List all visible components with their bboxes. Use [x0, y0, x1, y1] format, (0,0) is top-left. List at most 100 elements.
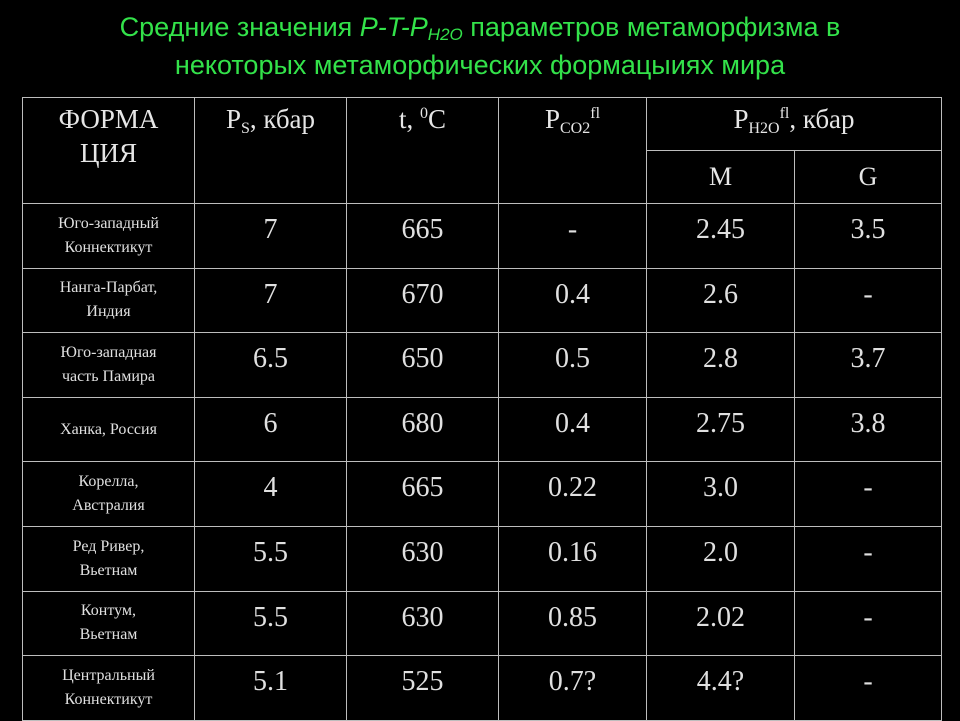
cell-ps: 7 — [194, 203, 347, 269]
cell-m: 3.0 — [646, 461, 795, 527]
cell-t: 665 — [346, 461, 499, 527]
formation-name: Юго-западная часть Памира — [22, 332, 195, 398]
header-formation: ФОРМА ЦИЯ — [22, 97, 195, 204]
cell-g: 3.5 — [794, 203, 942, 269]
cell-pco2: 0.5 — [498, 332, 647, 398]
formation-name-line: Контум, — [80, 602, 137, 620]
title-ptp: P-T-PH2O — [359, 12, 463, 44]
header-formation-line2: ЦИЯ — [79, 138, 137, 168]
header-pco2-p: P — [544, 104, 560, 134]
header-ps-unit: , кбар — [249, 104, 316, 134]
cell-m: 2.75 — [646, 396, 795, 463]
cell-pco2: - — [498, 203, 647, 269]
cell-g: - — [794, 461, 942, 527]
cell-pco2: 0.4 — [498, 396, 647, 463]
cell-pco2: 0.22 — [498, 461, 647, 527]
cell-ps: 4 — [194, 461, 347, 527]
cell-t: 525 — [346, 655, 499, 721]
formation-name-line: Центральный — [62, 666, 155, 684]
header-t-main: t, — [398, 104, 420, 134]
header-ph2o-p: P — [733, 104, 749, 134]
formation-name-line: Вьетнам — [79, 561, 138, 579]
table-row: Юго-западный Коннектикут 7 665-2.45 3.5 — [22, 203, 942, 269]
cell-m: 2.6 — [646, 267, 795, 334]
cell-t: 665 — [346, 203, 499, 269]
cell-t: 630 — [346, 590, 499, 657]
cell-g: 3.7 — [794, 332, 942, 398]
header-m: M — [646, 150, 795, 204]
cell-pco2: 0.16 — [498, 525, 647, 592]
header-ps-sub: S — [240, 120, 250, 137]
title-text-c: параметров метаморфизма в — [462, 12, 841, 42]
cell-ps: 5.5 — [194, 525, 347, 592]
table-row: Нанга-Парбат, Индия 7 670 0.4 2.6- — [22, 267, 942, 334]
title-ptp-sub: H2O — [427, 25, 463, 44]
formation-name: Ред Ривер, Вьетнам — [22, 525, 195, 592]
cell-g: - — [794, 525, 942, 592]
table-body: Юго-западный Коннектикут 7 665-2.45 3.5 Нанга… — [22, 203, 942, 721]
header-ph2o: PH2Ofl, кбар — [646, 97, 942, 151]
table-row: Контум, Вьетнам 5.5 630 0.85 2.02- — [22, 590, 942, 657]
metamorphism-table: ФОРМА ЦИЯ PS, кбар t, 0C PCO2fl PH2Ofl, … — [22, 97, 942, 721]
cell-g: 3.8 — [794, 396, 942, 463]
cell-g: - — [794, 655, 942, 721]
cell-ps: 7 — [194, 267, 347, 334]
header-t: t, 0C — [346, 97, 499, 204]
cell-t: 630 — [346, 525, 499, 592]
formation-name-line: Нанга-Парбат, — [59, 279, 158, 297]
formation-name-line: Ред Ривер, — [72, 537, 145, 555]
formation-name: Нанга-Парбат, Индия — [22, 267, 195, 334]
cell-ps: 5.5 — [194, 590, 347, 657]
cell-m: 2.8 — [646, 332, 795, 398]
header-pco2-sub: CO2 — [560, 120, 591, 137]
formation-name-line: Вьетнам — [79, 626, 138, 644]
header-formation-line1: ФОРМА — [58, 104, 159, 134]
formation-name: Центральный Коннектикут — [22, 655, 195, 721]
formation-name-line: Корелла, — [78, 473, 139, 491]
cell-pco2: 0.85 — [498, 590, 647, 657]
cell-ps: 5.1 — [194, 655, 347, 721]
cell-pco2: 0.7? — [498, 655, 647, 721]
header-ph2o-unit: , кбар — [789, 104, 855, 134]
header-pco2-sup: fl — [590, 105, 601, 122]
cell-g: - — [794, 267, 942, 334]
header-ps-p: P — [225, 104, 241, 134]
header-ps: PS, кбар — [194, 97, 347, 204]
slide-title: Средние значения P-T-PH2O параметров мет… — [0, 8, 960, 84]
cell-g: - — [794, 590, 942, 657]
title-line-1: Средние значения P-T-PH2O параметров мет… — [0, 8, 960, 46]
table-row: Ханка, Россия 6 680 0.4 2.75 3.8 — [22, 396, 942, 463]
formation-name-line: Австралия — [72, 497, 145, 515]
formation-name-line: часть Памира — [62, 367, 155, 385]
cell-pco2: 0.4 — [498, 267, 647, 334]
cell-t: 650 — [346, 332, 499, 398]
header-pco2: PCO2fl — [498, 97, 647, 204]
cell-m: 2.02 — [646, 590, 795, 657]
header-g: G — [794, 150, 942, 204]
header-t-sup: 0 — [420, 105, 428, 122]
title-ptp-text: P-T-P — [359, 12, 428, 42]
formation-name: Ханка, Россия — [22, 396, 195, 463]
formation-name-line: Индия — [86, 303, 131, 321]
title-text-a: Средние значения — [119, 12, 360, 42]
table-row: Юго-западная часть Памира 6.5 650 0.5 2.8 3.7 — [22, 332, 942, 398]
cell-t: 670 — [346, 267, 499, 334]
table-row: Центральный Коннектикут 5.1 525 0.7? 4.4? - — [22, 655, 942, 721]
cell-m: 4.4? — [646, 655, 795, 721]
table-row: Корелла, Австралия 4 665 0.22 3.0- — [22, 461, 942, 527]
cell-ps: 6.5 — [194, 332, 347, 398]
table-row: Ред Ривер, Вьетнам 5.5 630 0.16 2.0- — [22, 525, 942, 592]
cell-m: 2.45 — [646, 203, 795, 269]
header-t-unit: C — [428, 104, 447, 134]
formation-name-line: Коннектикут — [64, 690, 153, 708]
header-ph2o-sup: fl — [779, 105, 790, 122]
formation-name-line: Ханка, Россия — [60, 420, 157, 438]
cell-ps: 6 — [194, 396, 347, 463]
formation-name-line: Юго-западная — [60, 343, 157, 361]
formation-name: Контум, Вьетнам — [22, 590, 195, 657]
cell-m: 2.0 — [646, 525, 795, 592]
formation-name: Юго-западный Коннектикут — [22, 203, 195, 269]
cell-t: 680 — [346, 396, 499, 463]
header-ph2o-sub: H2O — [748, 120, 780, 137]
title-line-2: некоторых метаморфических формацыиях мир… — [174, 50, 786, 80]
